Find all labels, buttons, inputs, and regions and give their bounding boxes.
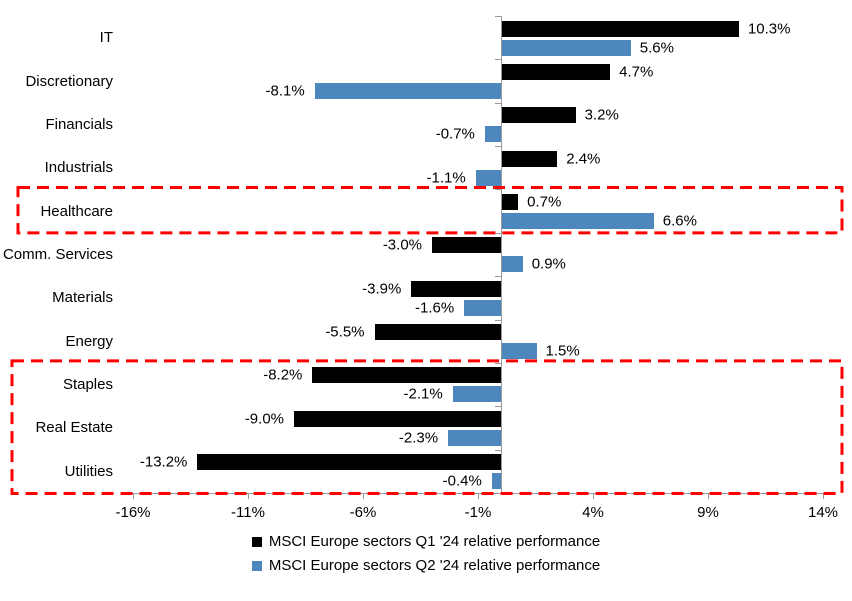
x-axis-tick-label: -16% [115, 504, 151, 521]
x-axis-tick-label: 14% [807, 504, 839, 521]
y-axis-tick [495, 319, 501, 321]
x-axis-tick [133, 493, 134, 499]
y-axis-tick [495, 406, 501, 408]
x-axis-tick [363, 493, 364, 499]
y-axis-tick [495, 449, 501, 451]
value-label-q1-staples: -8.2% [263, 366, 303, 384]
bar-q1-energy [374, 324, 501, 341]
bar-q2-financials [484, 126, 501, 143]
x-axis-tick [708, 493, 709, 499]
x-axis-tick [593, 493, 594, 499]
bar-q1-comm-services [432, 237, 501, 254]
bar-q2-real-estate [448, 429, 501, 446]
legend-label-q1: MSCI Europe sectors Q1 '24 relative perf… [268, 533, 601, 550]
y-axis-line [501, 16, 502, 493]
category-label-comm-services: Comm. Services [2, 245, 113, 263]
category-label-staples: Staples [62, 376, 113, 394]
category-label-industrials: Industrials [44, 159, 113, 177]
x-axis-tick [478, 493, 479, 499]
legend-entry-q1: MSCI Europe sectors Q1 '24 relative perf… [251, 533, 601, 550]
x-axis-tick [248, 493, 249, 499]
highlight-box-healthcare [16, 185, 844, 235]
value-label-q1-industrials: 2.4% [566, 150, 601, 168]
value-label-q1-materials: -3.9% [362, 280, 402, 298]
x-axis-tick-label: 9% [697, 504, 719, 521]
legend-marker-q2-icon [251, 560, 262, 571]
x-axis-tick-label: -11% [231, 504, 265, 521]
x-axis-tick-label: -1% [464, 504, 492, 521]
category-label-healthcare: Healthcare [40, 202, 113, 220]
category-label-it: IT [99, 29, 113, 47]
value-label-q2-comm-services: 0.9% [531, 255, 566, 273]
x-axis-tick-label: -6% [349, 504, 377, 521]
legend: MSCI Europe sectors Q1 '24 relative perf… [0, 533, 852, 574]
bar-q1-real-estate [294, 410, 501, 427]
value-label-q2-industrials: -1.1% [426, 169, 466, 187]
value-label-q2-healthcare: 6.6% [662, 212, 697, 230]
bar-q2-it [502, 39, 631, 56]
value-label-q2-real-estate: -2.3% [398, 429, 439, 447]
y-axis-tick [495, 276, 501, 278]
y-axis-tick [495, 232, 501, 234]
bar-q1-materials [411, 280, 501, 297]
value-label-q2-energy: 1.5% [545, 342, 580, 360]
x-axis-tick [823, 493, 824, 499]
value-label-q1-healthcare: 0.7% [527, 193, 562, 211]
legend-marker-q1-icon [251, 536, 262, 547]
bar-q1-it [502, 20, 739, 37]
value-label-q1-utilities: -13.2% [139, 453, 188, 471]
bar-q2-healthcare [502, 212, 654, 229]
value-label-q2-utilities: -0.4% [442, 472, 482, 490]
y-axis-tick [495, 146, 501, 148]
bar-q1-industrials [502, 150, 558, 167]
bar-q2-energy [502, 343, 537, 360]
y-axis-tick [495, 362, 501, 364]
value-label-q1-energy: -5.5% [325, 323, 365, 341]
value-label-q2-materials: -1.6% [415, 299, 455, 317]
bar-q2-staples [452, 386, 501, 403]
bar-q2-comm-services [502, 256, 523, 273]
x-axis-tick-label: 4% [582, 504, 604, 521]
bar-q1-financials [502, 107, 576, 124]
bar-q1-staples [312, 367, 501, 384]
bar-q1-utilities [197, 454, 501, 471]
legend-label-q2: MSCI Europe sectors Q2 '24 relative perf… [268, 557, 601, 574]
category-label-discretionary: Discretionary [25, 72, 113, 90]
value-label-q1-real-estate: -9.0% [244, 410, 284, 428]
value-label-q2-financials: -0.7% [435, 125, 475, 143]
y-axis-tick [495, 189, 501, 191]
y-axis-tick [495, 16, 501, 17]
category-label-energy: Energy [65, 332, 113, 350]
bar-q1-healthcare [502, 193, 519, 210]
bar-q2-discretionary [314, 82, 501, 99]
value-label-q2-staples: -2.1% [403, 385, 443, 403]
category-label-utilities: Utilities [64, 462, 113, 480]
category-label-financials: Financials [45, 115, 113, 133]
category-label-real-estate: Real Estate [35, 419, 113, 437]
value-label-q1-discretionary: 4.7% [619, 63, 654, 81]
legend-entry-q2: MSCI Europe sectors Q2 '24 relative perf… [251, 557, 601, 574]
category-label-materials: Materials [52, 289, 113, 307]
value-label-q1-financials: 3.2% [584, 106, 619, 124]
bar-q2-utilities [491, 473, 501, 490]
bar-q2-materials [464, 299, 501, 316]
value-label-q2-it: 5.6% [639, 39, 674, 56]
bar-q2-industrials [475, 169, 501, 186]
value-label-q2-discretionary: -8.1% [265, 82, 305, 100]
value-label-q1-it: 10.3% [747, 20, 791, 37]
value-label-q1-comm-services: -3.0% [382, 236, 422, 254]
y-axis-tick [495, 59, 501, 61]
bar-q1-discretionary [502, 63, 611, 80]
y-axis-tick [495, 102, 501, 104]
